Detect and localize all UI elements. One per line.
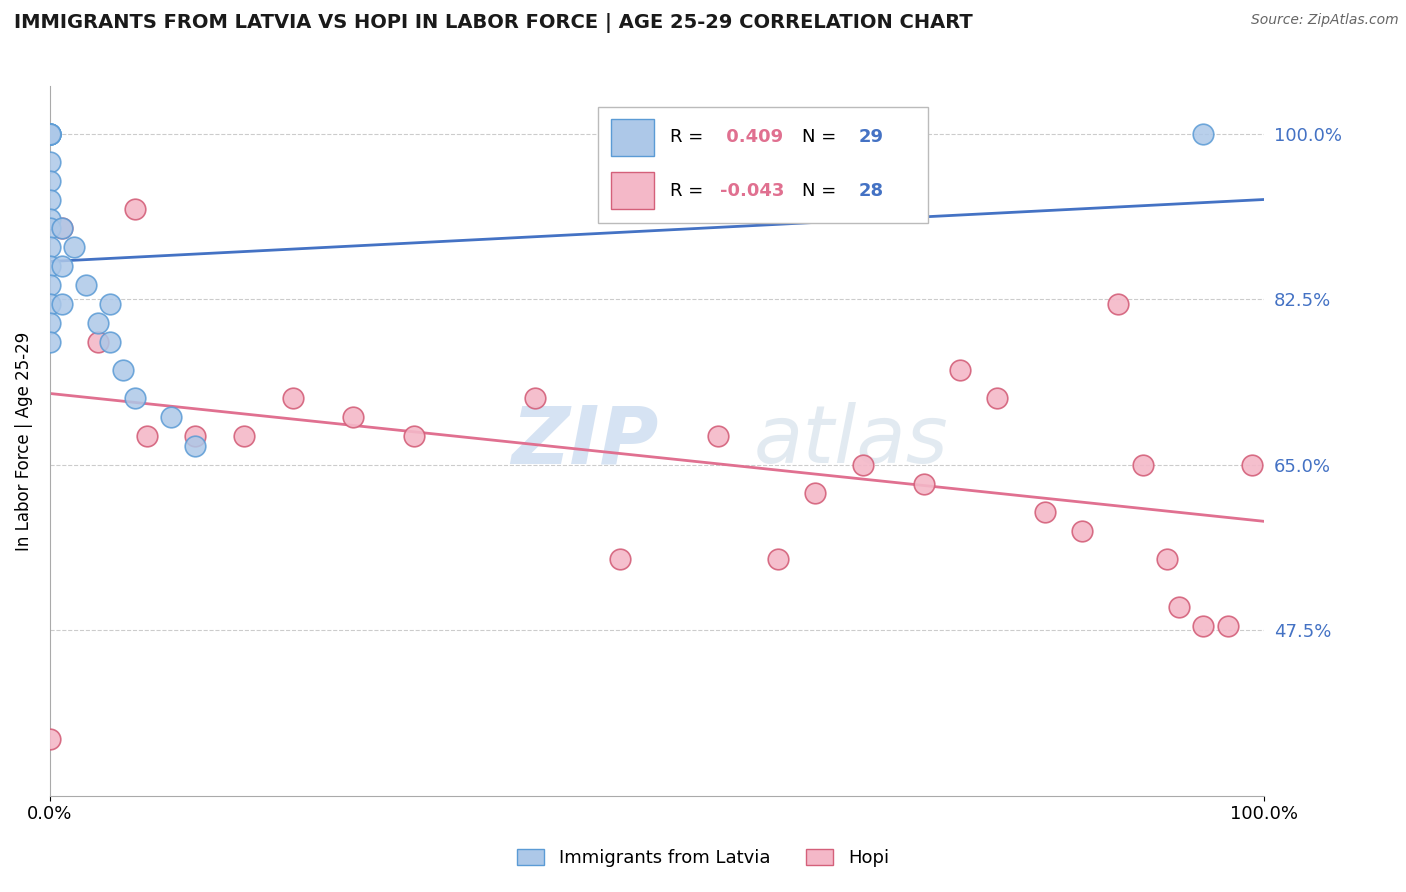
Point <box>51 221 73 235</box>
Point <box>51 297 73 311</box>
FancyBboxPatch shape <box>610 172 654 209</box>
Point <box>1192 127 1215 141</box>
Point <box>38 211 60 226</box>
Point <box>100 297 122 311</box>
Point <box>38 240 60 254</box>
Point <box>1216 618 1239 632</box>
Point <box>233 429 256 443</box>
Point <box>38 127 60 141</box>
Point <box>986 392 1008 406</box>
Point <box>87 334 110 349</box>
FancyBboxPatch shape <box>598 107 928 223</box>
Text: N =: N = <box>803 182 842 200</box>
Point <box>1240 458 1263 472</box>
Point <box>1192 618 1215 632</box>
Point <box>1168 599 1191 614</box>
Point <box>38 221 60 235</box>
Point <box>75 277 97 292</box>
Text: -0.043: -0.043 <box>720 182 785 200</box>
Legend: Immigrants from Latvia, Hopi: Immigrants from Latvia, Hopi <box>510 841 896 874</box>
Point <box>111 363 134 377</box>
Point <box>184 429 207 443</box>
Text: 28: 28 <box>859 182 884 200</box>
Point <box>402 429 425 443</box>
Point <box>524 392 547 406</box>
Point <box>51 221 73 235</box>
Point <box>1035 505 1057 519</box>
Point <box>38 127 60 141</box>
Point <box>38 316 60 330</box>
Point <box>135 429 157 443</box>
Text: atlas: atlas <box>754 402 949 480</box>
Point <box>38 127 60 141</box>
Point <box>342 410 364 425</box>
Point <box>100 334 122 349</box>
Point <box>281 392 304 406</box>
Text: R =: R = <box>671 182 709 200</box>
Text: 29: 29 <box>859 128 883 146</box>
Y-axis label: In Labor Force | Age 25-29: In Labor Force | Age 25-29 <box>15 332 32 550</box>
Text: R =: R = <box>671 128 709 146</box>
Point <box>609 552 631 566</box>
Point <box>852 458 875 472</box>
Point <box>38 174 60 188</box>
Point <box>38 334 60 349</box>
Point <box>38 193 60 207</box>
Point <box>87 316 110 330</box>
Point <box>184 439 207 453</box>
Point <box>63 240 86 254</box>
Point <box>768 552 790 566</box>
Text: N =: N = <box>803 128 842 146</box>
Point <box>124 392 146 406</box>
Point <box>124 202 146 217</box>
Point <box>1107 297 1129 311</box>
Point <box>1156 552 1178 566</box>
Point <box>912 476 935 491</box>
Point <box>949 363 972 377</box>
Point <box>38 127 60 141</box>
Point <box>706 429 728 443</box>
Point <box>1070 524 1092 538</box>
Point <box>38 259 60 273</box>
Point <box>38 297 60 311</box>
Point <box>160 410 183 425</box>
Point <box>38 277 60 292</box>
Text: Source: ZipAtlas.com: Source: ZipAtlas.com <box>1251 13 1399 28</box>
Text: IMMIGRANTS FROM LATVIA VS HOPI IN LABOR FORCE | AGE 25-29 CORRELATION CHART: IMMIGRANTS FROM LATVIA VS HOPI IN LABOR … <box>14 13 973 33</box>
Text: ZIP: ZIP <box>512 402 658 480</box>
FancyBboxPatch shape <box>610 119 654 156</box>
Point <box>1132 458 1154 472</box>
Point <box>803 486 825 500</box>
Point <box>51 259 73 273</box>
Point <box>38 731 60 746</box>
Point <box>38 127 60 141</box>
Text: 0.409: 0.409 <box>720 128 783 146</box>
Point <box>38 155 60 169</box>
